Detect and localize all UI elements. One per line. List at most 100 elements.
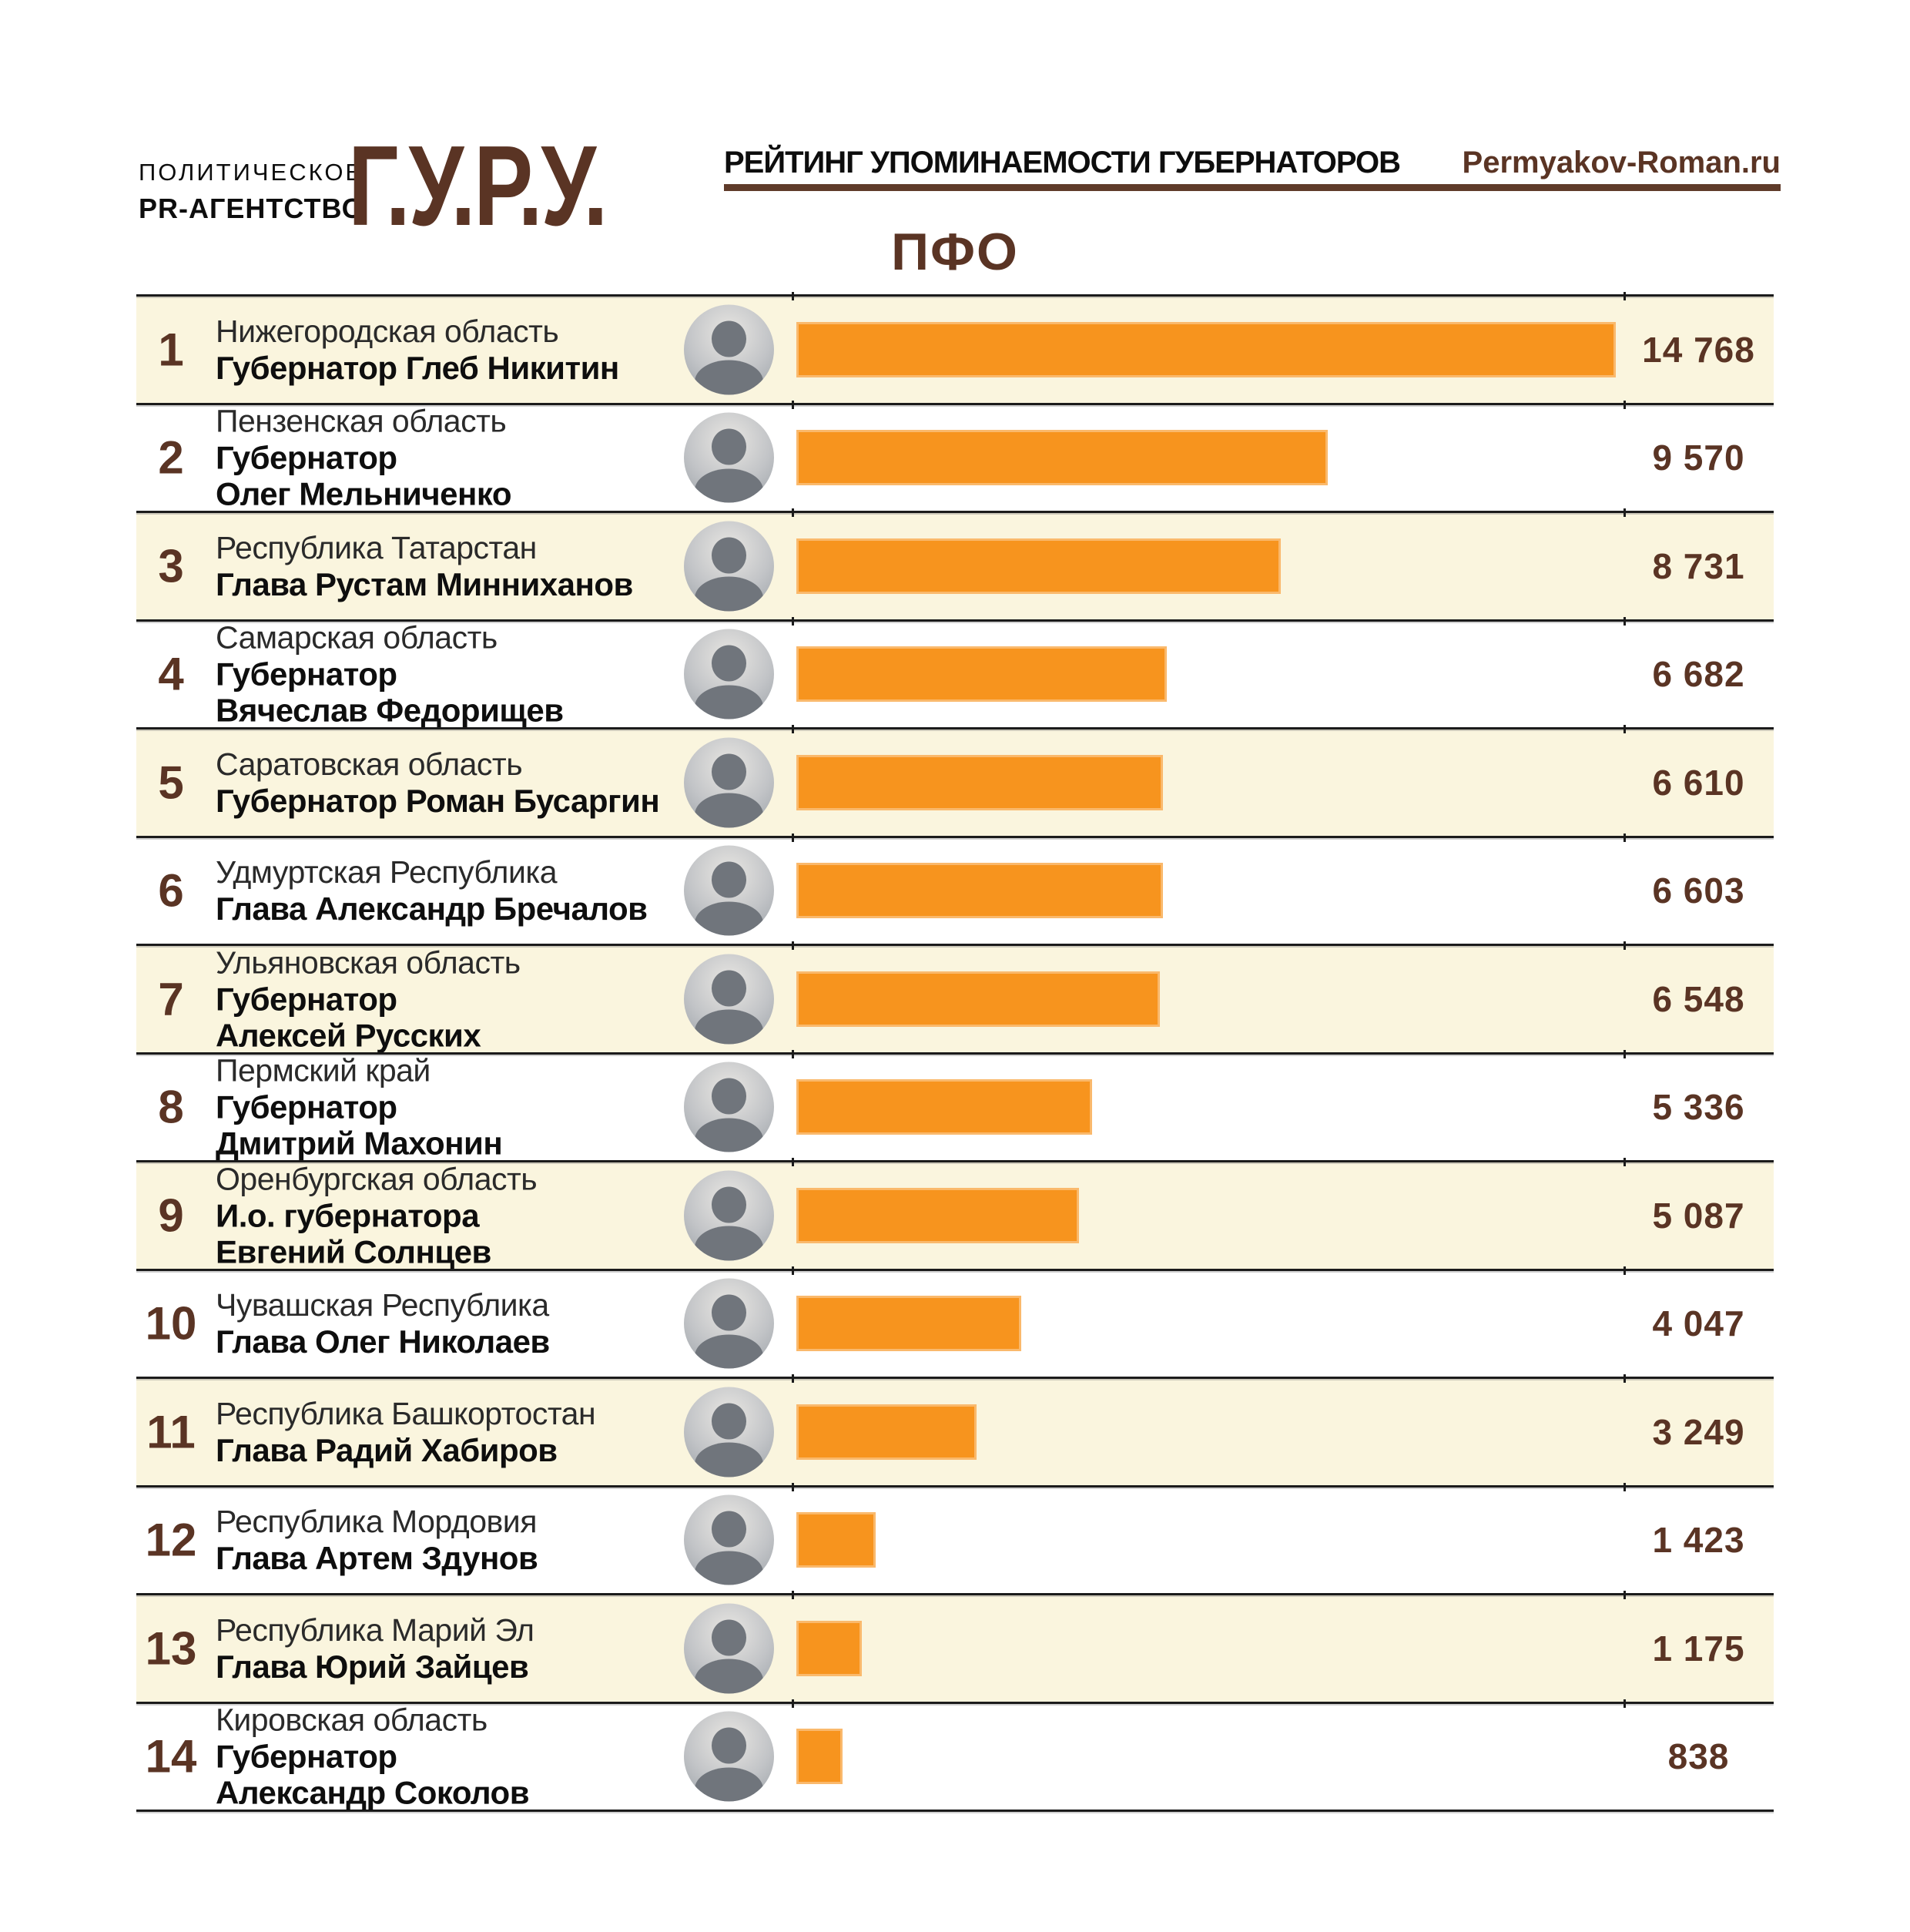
mention-bar bbox=[796, 646, 1168, 703]
name-block: Пензенская область Губернатор Олег Мельнич… bbox=[216, 403, 512, 512]
region-name: Оренбургская область bbox=[216, 1161, 538, 1197]
rank-number: 3 bbox=[158, 540, 184, 592]
agency-label: ПОЛИТИЧЕСКОЕ PR-АГЕНТСТВО bbox=[139, 154, 364, 226]
agency-line2: PR-АГЕНТСТВО bbox=[139, 193, 364, 224]
mention-bar bbox=[796, 321, 1616, 377]
mention-bar bbox=[796, 1512, 876, 1568]
table-row: 12 Республика Мордовия Глава Артем Здунов 1… bbox=[136, 1482, 1774, 1593]
mention-count: 1 423 bbox=[1652, 1520, 1745, 1561]
region-name: Саратовская область bbox=[216, 746, 523, 782]
governor-title: Глава Радий Хабиров bbox=[216, 1431, 558, 1468]
mention-count: 1 175 bbox=[1652, 1628, 1745, 1669]
region-name: Республика Марий Эл bbox=[216, 1612, 534, 1648]
governor-title: Губернатор Глеб Никитин bbox=[216, 349, 619, 386]
agency-line1: ПОЛИТИЧЕСКОЕ bbox=[139, 159, 364, 186]
name-block: Удмуртская Республика Глава Александр Бре… bbox=[216, 854, 648, 927]
mention-bar bbox=[796, 1404, 977, 1460]
rank-number: 14 bbox=[145, 1730, 197, 1783]
guru-logo: Г.У.Р.У. bbox=[348, 122, 608, 250]
table-row: 13 Республика Марий Эл Глава Юрий Зайцев 1 … bbox=[136, 1591, 1774, 1702]
governor-title: Глава Александр Бречалов bbox=[216, 891, 648, 927]
mention-count: 8 731 bbox=[1652, 545, 1745, 586]
region-name: Нижегородская область bbox=[216, 313, 559, 349]
mention-bar bbox=[796, 754, 1164, 810]
table-row: 9 Оренбургская область И.о. губернатора Евг… bbox=[136, 1158, 1774, 1270]
governor-photo bbox=[684, 737, 774, 828]
name-block: Республика Мордовия Глава Артем Здунов bbox=[216, 1504, 538, 1576]
mention-count: 6 603 bbox=[1652, 870, 1745, 911]
governor-photo bbox=[684, 629, 774, 719]
site-link[interactable]: Permyakov-Roman.ru bbox=[1462, 146, 1781, 179]
governor-photo bbox=[684, 1494, 774, 1585]
table-row: 3 Республика Татарстан Глава Рустам Минних… bbox=[136, 508, 1774, 619]
governor-title: Глава Рустам Минниханов bbox=[216, 565, 633, 602]
mention-bar bbox=[796, 1079, 1093, 1135]
governor-title: Глава Артем Здунов bbox=[216, 1540, 538, 1577]
table-row: 8 Пермский край Губернатор Дмитрий Махонин 5… bbox=[136, 1049, 1774, 1162]
governor-title: Евгений Солнцев bbox=[216, 1233, 491, 1270]
table-row: 1 Нижегородская область Губернатор Глеб Ни… bbox=[136, 292, 1774, 403]
region-name: Пермский край bbox=[216, 1052, 431, 1088]
district-title: ПФО bbox=[891, 223, 1019, 281]
mention-bar bbox=[796, 863, 1163, 919]
name-block: Республика Татарстан Глава Рустам Минниха… bbox=[216, 530, 633, 602]
table-row: 4 Самарская область Губернатор Вячеслав Фед… bbox=[136, 616, 1774, 729]
name-block: Кировская область Губернатор Александр Сок… bbox=[216, 1702, 530, 1811]
rank-number: 4 bbox=[158, 648, 184, 700]
mention-count: 9 570 bbox=[1652, 438, 1745, 478]
mention-bar bbox=[796, 430, 1328, 486]
mention-count: 6 548 bbox=[1652, 978, 1745, 1019]
header-rule bbox=[724, 184, 1781, 191]
governor-title: Глава Юрий Зайцев bbox=[216, 1648, 529, 1685]
mention-count: 5 336 bbox=[1652, 1087, 1745, 1128]
rank-number: 13 bbox=[145, 1622, 197, 1675]
region-name: Республика Башкортостан bbox=[216, 1395, 596, 1431]
rank-number: 10 bbox=[145, 1297, 197, 1350]
name-block: Чувашская Республика Глава Олег Николаев bbox=[216, 1287, 550, 1360]
governor-title: Губернатор bbox=[216, 656, 397, 693]
mention-count: 5 087 bbox=[1652, 1195, 1745, 1236]
governor-photo bbox=[684, 1278, 774, 1369]
name-block: Нижегородская область Губернатор Глеб Ник… bbox=[216, 314, 619, 386]
table-row: 2 Пензенская область Губернатор Олег Мельни… bbox=[136, 400, 1774, 512]
governor-title: Александр Соколов bbox=[216, 1774, 530, 1811]
table-row: 7 Ульяновская область Губернатор Алексей Ру… bbox=[136, 941, 1774, 1053]
governor-photo bbox=[684, 1170, 774, 1261]
region-name: Кировская область bbox=[216, 1702, 488, 1738]
governor-title: Дмитрий Махонин bbox=[216, 1125, 503, 1162]
rank-number: 1 bbox=[158, 324, 184, 376]
region-name: Пензенская область bbox=[216, 403, 507, 439]
table-row: 14 Кировская область Губернатор Александр С… bbox=[136, 1699, 1774, 1811]
region-name: Удмуртская Республика bbox=[216, 854, 558, 891]
mention-bar bbox=[796, 1187, 1079, 1243]
governor-photo bbox=[684, 1603, 774, 1694]
mention-bar bbox=[796, 538, 1281, 594]
governor-title: Губернатор Роман Бусаргин bbox=[216, 782, 660, 819]
governor-photo bbox=[684, 1387, 774, 1478]
rank-number: 9 bbox=[158, 1189, 184, 1242]
governor-title: Вячеслав Федорищев bbox=[216, 692, 564, 729]
rank-number: 11 bbox=[146, 1406, 196, 1458]
report-subtitle: РЕЙТИНГ УПОМИНАЕМОСТИ ГУБЕРНАТОРОВ bbox=[724, 146, 1401, 179]
mention-count: 6 682 bbox=[1652, 654, 1745, 695]
rank-number: 2 bbox=[158, 431, 184, 484]
governor-title: Глава Олег Николаев bbox=[216, 1323, 550, 1360]
mention-count: 4 047 bbox=[1652, 1303, 1745, 1344]
table-row: 11 Республика Башкортостан Глава Радий Хаб… bbox=[136, 1374, 1774, 1485]
rank-number: 12 bbox=[145, 1514, 197, 1566]
name-block: Саратовская область Губернатор Роман Буса… bbox=[216, 746, 660, 819]
governor-title: Олег Мельниченко bbox=[216, 475, 512, 512]
name-block: Республика Башкортостан Глава Радий Хабир… bbox=[216, 1395, 596, 1468]
mention-count: 3 249 bbox=[1652, 1411, 1745, 1452]
name-block: Республика Марий Эл Глава Юрий Зайцев bbox=[216, 1612, 534, 1685]
rank-number: 5 bbox=[158, 756, 184, 809]
header-right: РЕЙТИНГ УПОМИНАЕМОСТИ ГУБЕРНАТОРОВ Permy… bbox=[724, 145, 1781, 191]
governor-title: Губернатор bbox=[216, 981, 397, 1018]
governor-photo bbox=[684, 1062, 774, 1152]
mention-bar bbox=[796, 1620, 862, 1676]
table-row: 10 Чувашская Республика Глава Олег Николае… bbox=[136, 1266, 1774, 1377]
governor-title: Губернатор bbox=[216, 1738, 397, 1775]
region-name: Ульяновская область bbox=[216, 944, 521, 981]
governor-photo bbox=[684, 412, 774, 503]
table-row: 6 Удмуртская Республика Глава Александр Бр… bbox=[136, 833, 1774, 944]
